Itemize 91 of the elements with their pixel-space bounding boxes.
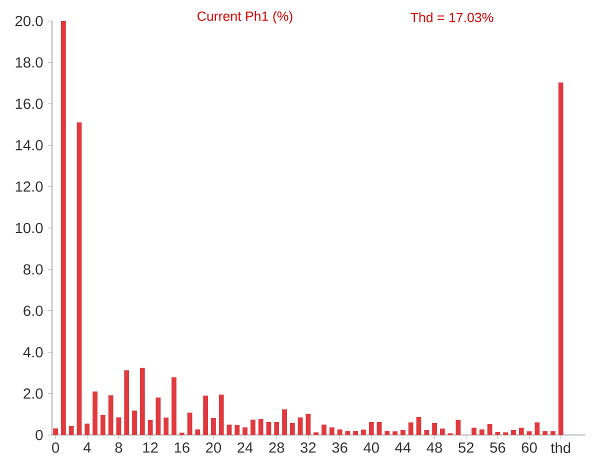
- bar: [534, 422, 540, 435]
- y-tick-label: 4.0: [23, 347, 43, 358]
- bar: [456, 420, 461, 435]
- y-tick-label: 0: [36, 430, 43, 440]
- bar: [290, 422, 295, 435]
- bar: [61, 20, 66, 435]
- bar: [218, 394, 224, 435]
- chart-subtitle: Thd = 17.03%: [410, 12, 494, 22]
- bar: [124, 370, 130, 435]
- bar: [314, 432, 319, 435]
- x-tick-label: 52: [458, 442, 474, 453]
- bar: [116, 417, 122, 435]
- bar: [337, 429, 342, 435]
- bar: [408, 422, 414, 435]
- bar: [195, 429, 200, 435]
- bar: [487, 424, 492, 435]
- bar: [518, 428, 524, 435]
- x-tick-label: 44: [395, 442, 411, 452]
- bar: [172, 377, 176, 435]
- bar: [550, 431, 556, 435]
- bar: [164, 418, 169, 435]
- bar: [148, 420, 153, 435]
- chart-title: Current Ph1 (%): [198, 11, 292, 24]
- bar: [306, 414, 311, 435]
- bar: [258, 419, 264, 435]
- x-tick-label: 36: [332, 442, 348, 453]
- bar: [542, 431, 548, 435]
- bar: [282, 409, 287, 435]
- y-tick-label: 18.0: [16, 57, 43, 68]
- bar: [368, 422, 374, 435]
- bar: [416, 416, 422, 435]
- bar: [242, 427, 248, 435]
- bar: [345, 431, 350, 435]
- x-tick-label: 40: [364, 442, 379, 453]
- x-tick-label: 20: [206, 442, 222, 453]
- bar: [376, 422, 382, 435]
- bar: [479, 429, 484, 435]
- bar: [68, 426, 74, 435]
- bar: [424, 430, 430, 435]
- bar: [392, 431, 398, 435]
- y-tick-label: 20.0: [15, 16, 43, 26]
- bar: [266, 422, 272, 435]
- x-tick-label: 16: [174, 442, 190, 453]
- x-tick-label: 24: [238, 442, 253, 453]
- bar: [400, 430, 406, 435]
- x-tick-label: 0: [52, 442, 60, 453]
- bar: [53, 428, 58, 435]
- bar: [440, 428, 445, 435]
- bar: [432, 422, 437, 435]
- bar: [250, 420, 256, 435]
- bar: [203, 396, 208, 435]
- bar: [495, 432, 500, 435]
- bar: [234, 425, 240, 435]
- bar: [384, 431, 390, 435]
- bar: [298, 417, 303, 435]
- x-tick-label: 8: [115, 442, 122, 453]
- y-tick-label: 2.0: [24, 388, 43, 399]
- x-tick-label: 56: [490, 442, 506, 453]
- bar: [156, 398, 161, 435]
- x-tick-label: thd: [550, 442, 570, 454]
- bar: [353, 431, 358, 435]
- bar: [361, 430, 366, 435]
- bar: [503, 432, 508, 435]
- y-tick-label: 10.0: [16, 222, 43, 234]
- x-tick-label: 28: [269, 442, 284, 453]
- bar: [322, 424, 326, 435]
- bar: [92, 392, 98, 435]
- bar: [84, 424, 90, 435]
- x-tick-label: 32: [300, 442, 316, 453]
- x-tick-label: 4: [83, 442, 91, 452]
- bar: [511, 430, 516, 435]
- bar: [558, 82, 564, 435]
- y-tick-label: 12.0: [16, 181, 43, 192]
- bar: [76, 122, 82, 435]
- x-tick-label: 12: [143, 442, 158, 453]
- bar: [100, 414, 106, 435]
- bar: [274, 422, 280, 435]
- bar: [108, 395, 114, 435]
- bar: [140, 368, 145, 435]
- bar: [472, 428, 476, 435]
- y-tick-label: 16.0: [16, 98, 43, 109]
- y-tick-label: 6.0: [24, 306, 43, 316]
- y-tick-label: 8.0: [24, 264, 43, 275]
- bar: [226, 424, 232, 435]
- bar: [132, 410, 137, 435]
- x-tick-label: 60: [522, 442, 537, 453]
- y-tick-label: 14.0: [16, 140, 43, 150]
- bar: [211, 418, 216, 435]
- x-tick-label: 48: [426, 442, 442, 453]
- bar: [187, 412, 192, 435]
- bar: [329, 427, 334, 435]
